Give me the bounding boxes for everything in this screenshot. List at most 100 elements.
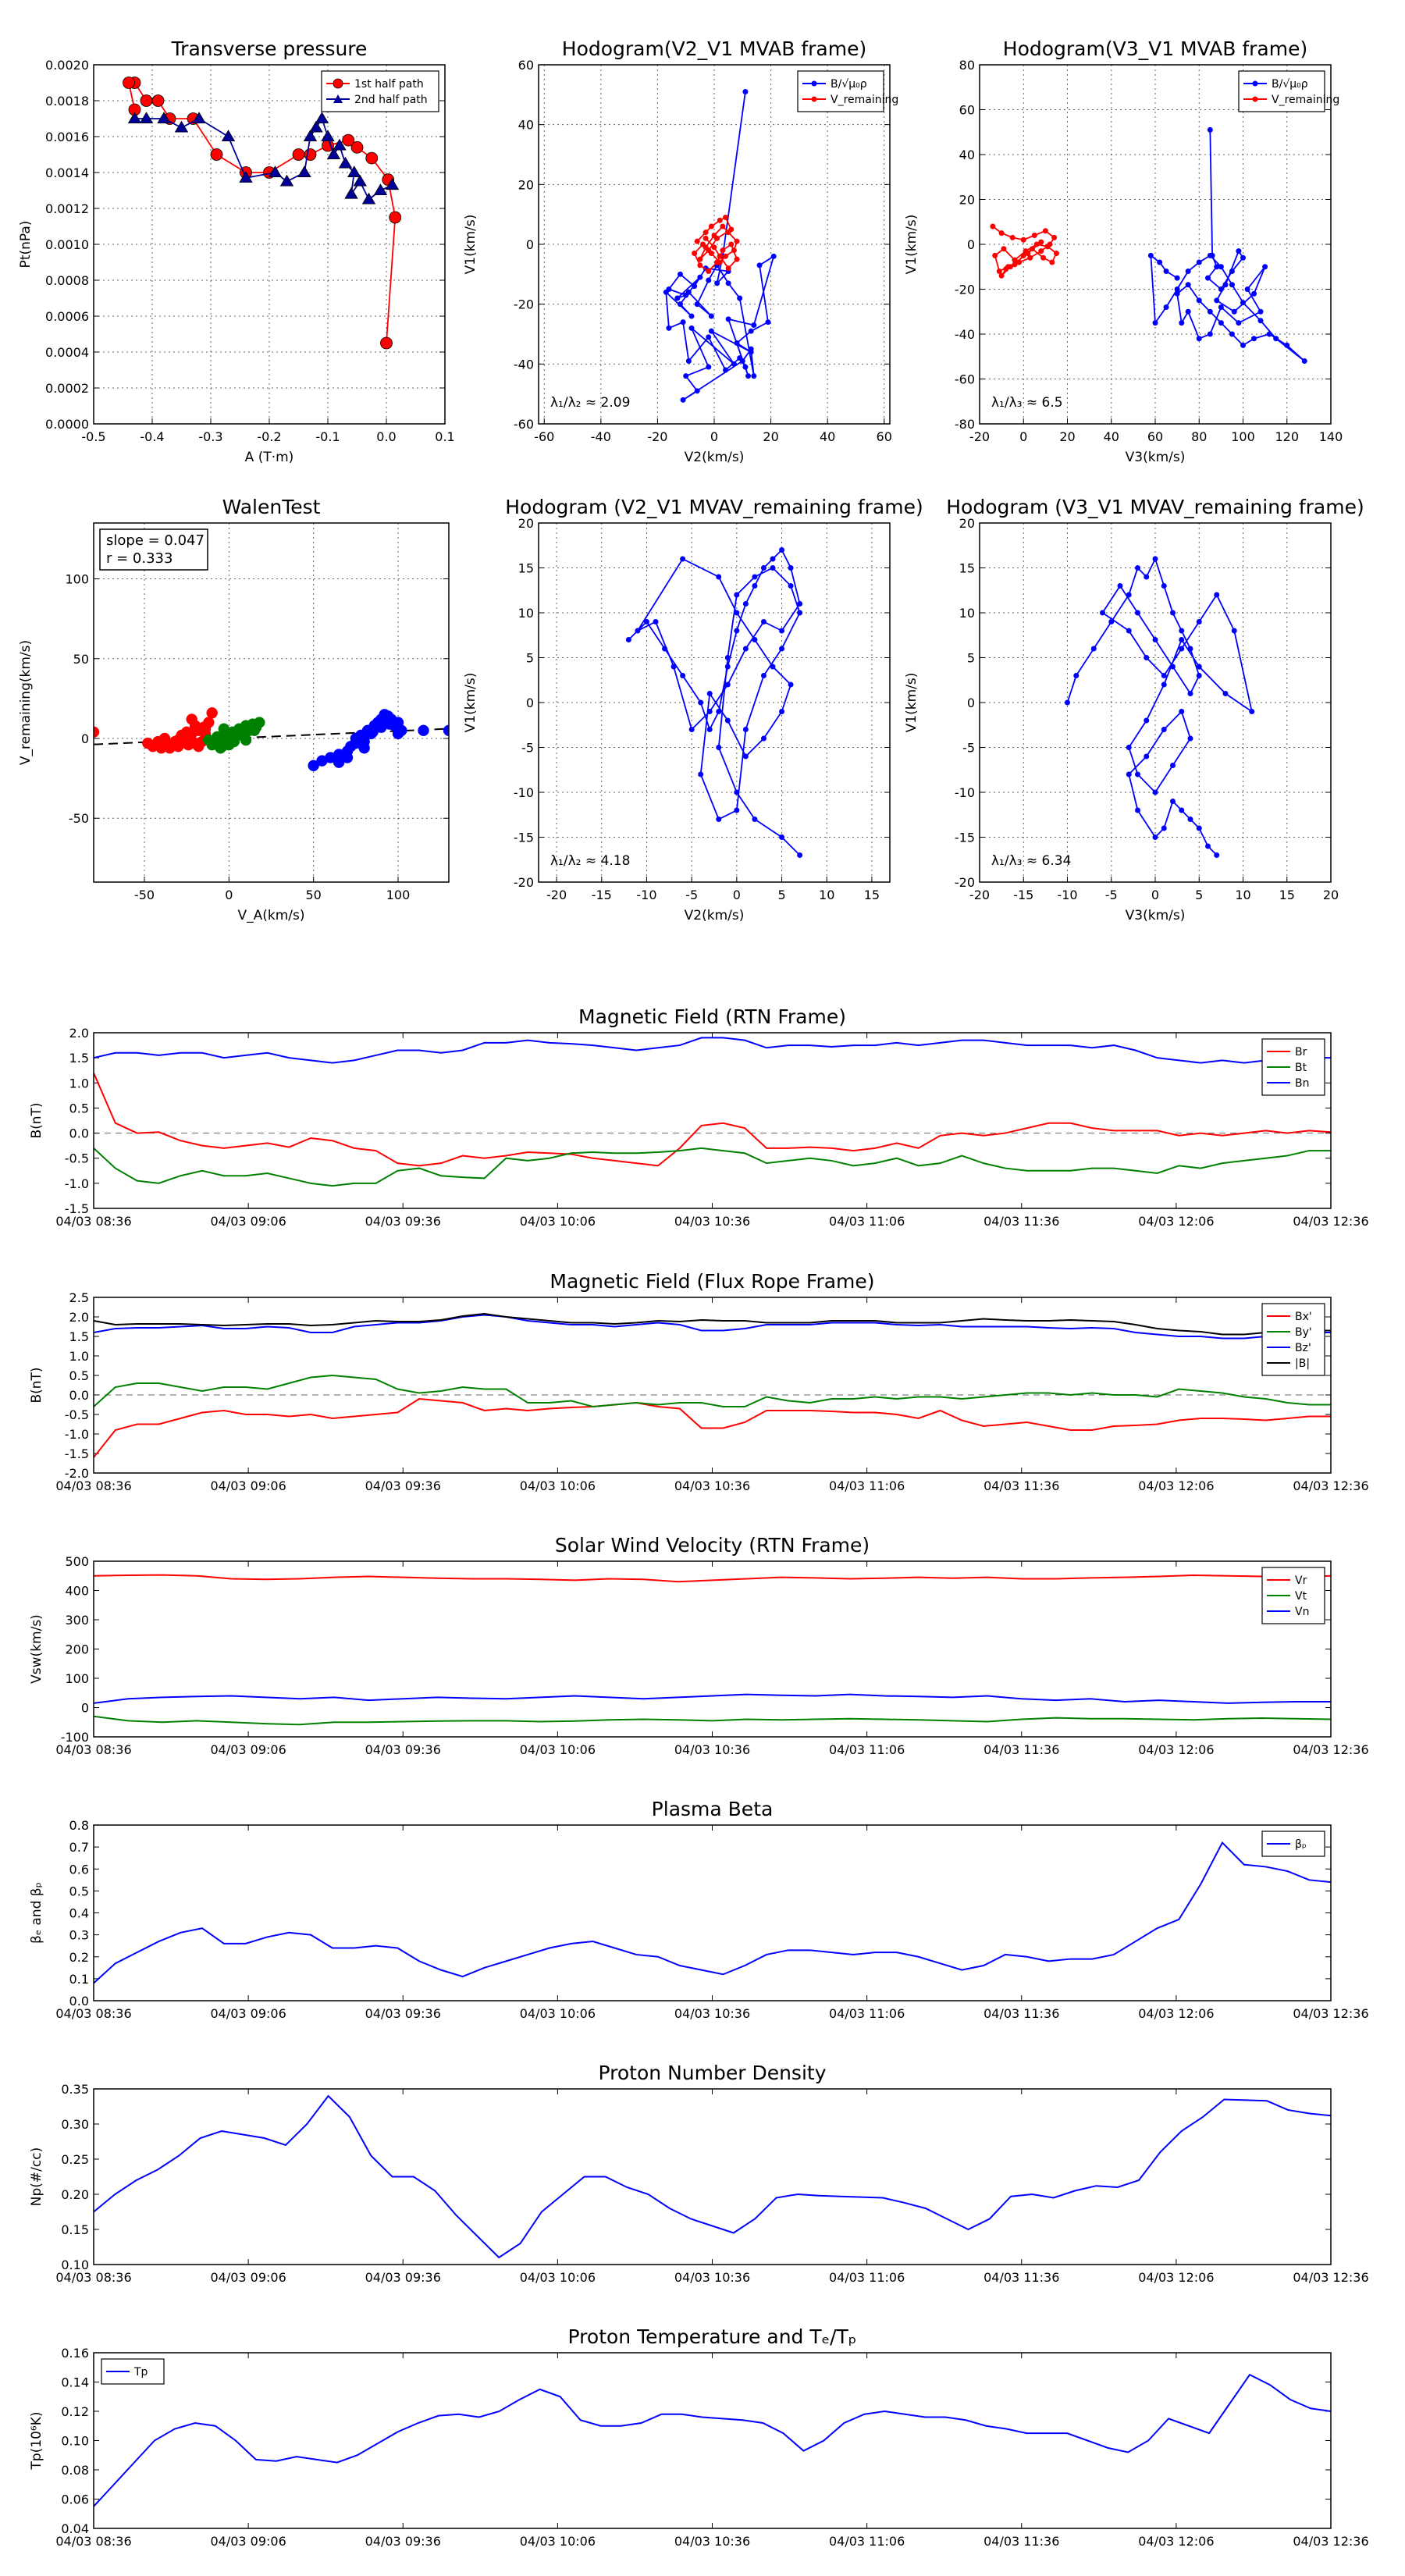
magnetic-field-rtn-ytick-label: 2.0: [69, 1026, 89, 1041]
hodogram-v2-v1-mvav-series-0-point: [670, 664, 677, 670]
walen-test-series-1-point: [228, 735, 240, 748]
magnetic-field-flux-rope-xtick-label: 04/03 12:36: [1293, 1478, 1368, 1493]
plasma-beta-xtick-label: 04/03 10:36: [674, 2006, 750, 2021]
transverse-pressure-series-2ndhalfpath-point: [192, 112, 206, 124]
plasma-beta-ytick-label: 0.5: [69, 1884, 89, 1898]
transverse-pressure-series-2ndhalfpath-point: [344, 187, 358, 199]
hodogram-v2-v1-mvav-series-0-point: [734, 789, 740, 795]
hodogram-v3-v1-mvav-series-0-point: [1170, 763, 1176, 768]
hodogram-v3-v1-mvab-series-b-point: [1185, 269, 1191, 274]
walen-test-series-0-point: [155, 742, 167, 754]
hodogram-v3-v1-mvab-series-vremaining-point: [1038, 248, 1044, 254]
hodogram-v3-v1-mvab-series-b-point: [1196, 297, 1202, 304]
solar-wind-velocity-legend-label: Vr: [1295, 1574, 1307, 1587]
hodogram-v3-v1-mvav-series-0-point: [1161, 673, 1167, 678]
hodogram-v2-v1-mvav-series-0-point: [788, 681, 794, 688]
transverse-pressure-series-2ndhalfpath-point: [309, 120, 323, 133]
magnetic-field-rtn-series-bn-line: [94, 1037, 1331, 1064]
hodogram-v3-v1-mvav-ylabel: V1(km/s): [904, 673, 919, 733]
hodogram-v3-v1-mvab-series-b-point: [1207, 126, 1213, 133]
plasma-beta-xtick-label: 04/03 11:36: [984, 2006, 1059, 2021]
hodogram-v2-v1-mvab-series-b-point: [677, 271, 683, 277]
hodogram-v3-v1-mvav-series-0-point: [1126, 592, 1132, 598]
hodogram-v3-v1-mvab-ytick-label: -40: [955, 327, 975, 342]
hodogram-v3-v1-mvab-xtick-label: 100: [1231, 429, 1255, 444]
hodogram-v2-v1-mvab-xtick-label: -40: [591, 429, 611, 444]
solar-wind-velocity-frame: [93, 1560, 1332, 1738]
hodogram-v2-v1-mvab-series-b-point: [748, 346, 754, 352]
proton-temperature-xtick-label: 04/03 12:06: [1138, 2534, 1214, 2549]
hodogram-v3-v1-mvab-series-b-point: [1218, 304, 1224, 310]
hodogram-v3-v1-mvab-legend-marker: [1252, 96, 1258, 102]
hodogram-v3-v1-mvab-series-b-point: [1284, 342, 1290, 348]
hodogram-v3-v1-mvab-series-b-point: [1229, 282, 1235, 288]
hodogram-v3-v1-mvav-series-0-point: [1135, 610, 1140, 616]
magnetic-field-flux-rope-ytick-label: 1.5: [69, 1329, 89, 1344]
plasma-beta-ytick-label: 0.1: [69, 1972, 89, 1987]
hodogram-v2-v1-mvav-title: Hodogram (V2_V1 MVAV_remaining frame): [505, 496, 923, 518]
hodogram-v2-v1-mvav-series-0-point: [680, 673, 686, 678]
transverse-pressure-ytick-label: 0.0018: [45, 94, 89, 109]
transverse-pressure-xtick-label: -0.2: [257, 429, 281, 444]
hodogram-v2-v1-mvab-xlabel: V2(km/s): [685, 450, 745, 465]
plasma-beta-xtick-label: 04/03 12:36: [1293, 2006, 1368, 2021]
transverse-pressure-series-1sthalfpath-point: [342, 133, 355, 147]
hodogram-v3-v1-mvab-series-vremaining-point: [992, 252, 998, 258]
hodogram-v3-v1-mvab-data: [990, 126, 1307, 364]
hodogram-v2-v1-mvab-ylabel: V1(km/s): [463, 215, 478, 275]
hodogram-v3-v1-mvav-series-0-point: [1144, 655, 1150, 660]
hodogram-v3-v1-mvab-series-vremaining-point: [1033, 241, 1040, 247]
hodogram-v3-v1-mvab-series-b-point: [1207, 331, 1213, 337]
transverse-pressure-ytick-label: 0.0008: [45, 273, 89, 288]
transverse-pressure-ylabel: Pt(nPa): [18, 221, 34, 269]
transverse-pressure-series-1sthalfpath-point: [350, 141, 364, 154]
hodogram-v2-v1-mvab-series-vremaining-point: [734, 256, 740, 262]
hodogram-v3-v1-mvab-series-b-point: [1257, 318, 1264, 324]
hodogram-v3-v1-mvav-series-0-point: [1222, 691, 1229, 696]
hodogram-v2-v1-mvav-series-0-point: [760, 673, 767, 678]
solar-wind-velocity-ylabel: Vsw(km/s): [29, 1614, 44, 1684]
proton-temperature-ytick-label: 0.06: [61, 2492, 89, 2507]
hodogram-v2-v1-mvab-series-vremaining-point: [731, 247, 737, 254]
magnetic-field-flux-rope-legend-label: Bz': [1295, 1342, 1311, 1354]
proton-number-density-title: Proton Number Density: [599, 2062, 827, 2084]
magnetic-field-rtn-xtick-label: 04/03 11:36: [984, 1214, 1059, 1229]
hodogram-v2-v1-mvav-series-0-point: [797, 610, 803, 616]
hodogram-v3-v1-mvav-ytick-label: -5: [962, 741, 975, 756]
hodogram-v3-v1-mvav-xtick-label: 10: [1235, 888, 1250, 902]
hodogram-v2-v1-mvab-series-b-point: [694, 388, 700, 394]
hodogram-v3-v1-mvav-series-0-point: [1170, 610, 1176, 616]
hodogram-v2-v1-mvab-series-b-point: [756, 262, 763, 269]
hodogram-v3-v1-mvab-series-b-point: [1240, 300, 1246, 306]
hodogram-v3-v1-mvav-series-0-point: [1205, 843, 1211, 849]
proton-number-density-xtick-label: 04/03 11:36: [984, 2270, 1059, 2285]
hodogram-v2-v1-mvav-series-0-point: [698, 699, 704, 706]
hodogram-v2-v1-mvav-series-0-point: [779, 646, 785, 652]
hodogram-v3-v1-mvab-legend: [1238, 70, 1325, 112]
hodogram-v2-v1-mvab-series-b-point: [770, 253, 777, 259]
walen-test-series-0-point: [186, 713, 197, 725]
hodogram-v2-v1-mvav-series-0-point: [742, 601, 749, 607]
magnetic-field-flux-rope-series-bz-line: [94, 1314, 1331, 1340]
proton-number-density-xtick-label: 04/03 12:06: [1138, 2270, 1214, 2285]
hodogram-v2-v1-mvab-annotation: λ₁/λ₂ ≈ 2.09: [550, 395, 630, 411]
hodogram-v3-v1-mvab-series-b-point: [1157, 259, 1163, 265]
walen-test-xlabel: V_A(km/s): [237, 908, 304, 923]
hodogram-v3-v1-mvab-xtick-label: 140: [1319, 429, 1343, 444]
walen-test-series-2-point: [333, 756, 345, 768]
plasma-beta-ytick-label: 0.3: [69, 1928, 89, 1943]
magnetic-field-rtn-xtick-label: 04/03 12:36: [1293, 1214, 1368, 1229]
proton-temperature-ylabel: Tp(10⁶K): [29, 2411, 44, 2470]
hodogram-v3-v1-mvav-series-0-point: [1179, 709, 1185, 714]
hodogram-v3-v1-mvab-series-vremaining-point: [1012, 257, 1018, 263]
hodogram-v3-v1-mvab-series-vremaining-point: [1007, 264, 1013, 270]
hodogram-v3-v1-mvav-series-0-point: [1152, 834, 1158, 840]
hodogram-v2-v1-mvab-series-b-point: [745, 373, 752, 379]
hodogram-v3-v1-mvab-series-vremaining-point: [1009, 234, 1016, 240]
hodogram-v3-v1-mvab-series-vremaining-point: [990, 223, 996, 229]
magnetic-field-flux-rope-series-by-line: [94, 1374, 1331, 1408]
hodogram-v3-v1-mvav-series-0-point: [1179, 646, 1185, 652]
hodogram-v2-v1-mvab-series-b-point: [708, 313, 714, 319]
hodogram-v3-v1-mvab-series-b-point: [1240, 254, 1246, 261]
proton-temperature-xtick-label: 04/03 11:36: [984, 2534, 1059, 2549]
